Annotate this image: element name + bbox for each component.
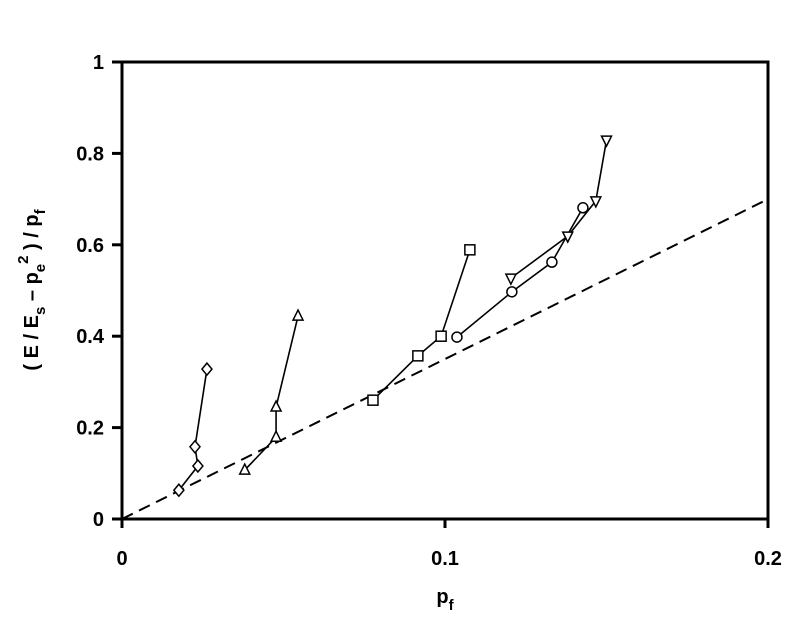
- marker: [504, 273, 518, 286]
- y-tick-label: 0.4: [76, 326, 105, 348]
- series-line: [372, 249, 471, 401]
- marker: [189, 439, 201, 454]
- marker: [435, 330, 447, 342]
- marker: [506, 286, 518, 298]
- marker: [412, 350, 424, 362]
- marker: [451, 331, 463, 343]
- marker: [577, 202, 589, 214]
- label-part: f: [449, 597, 455, 614]
- series-line: [244, 315, 299, 471]
- marker: [269, 429, 283, 442]
- marker: [269, 399, 283, 412]
- reference-line: [121, 198, 769, 520]
- label-part: f: [32, 208, 49, 214]
- marker: [600, 135, 613, 148]
- label-part: s: [32, 307, 49, 315]
- label-part: ( E / E: [21, 315, 43, 371]
- label-part: 2: [15, 256, 32, 264]
- plot-frame: [120, 60, 770, 521]
- x-axis-label: pf: [436, 586, 454, 614]
- marker: [464, 244, 476, 256]
- y-axis-label: ( E / Es – pe2 ) / pf: [15, 208, 49, 370]
- series-line: [510, 140, 608, 279]
- label-part: p: [436, 586, 448, 608]
- series-line: [178, 368, 208, 491]
- label-part: – p: [21, 272, 43, 306]
- marker: [200, 361, 213, 377]
- y-tick-label: 0.6: [76, 235, 104, 257]
- marker: [546, 256, 558, 268]
- marker: [561, 231, 574, 244]
- y-tick-label: 1: [93, 52, 104, 74]
- label-part: ) / p: [21, 214, 43, 255]
- y-tick-label: 0.8: [76, 143, 104, 165]
- y-tick-label: 0.2: [76, 418, 104, 440]
- marker: [172, 483, 185, 498]
- marker: [238, 462, 251, 475]
- label-part: e: [32, 264, 49, 272]
- marker: [291, 308, 305, 321]
- x-tick-label: 0: [116, 548, 127, 570]
- x-tick-label: 0.1: [431, 548, 459, 570]
- x-tick-label: 0.2: [754, 548, 782, 570]
- y-tick-label: 0: [93, 509, 104, 531]
- marker: [589, 196, 603, 209]
- marker: [367, 394, 379, 406]
- marker: [191, 458, 204, 474]
